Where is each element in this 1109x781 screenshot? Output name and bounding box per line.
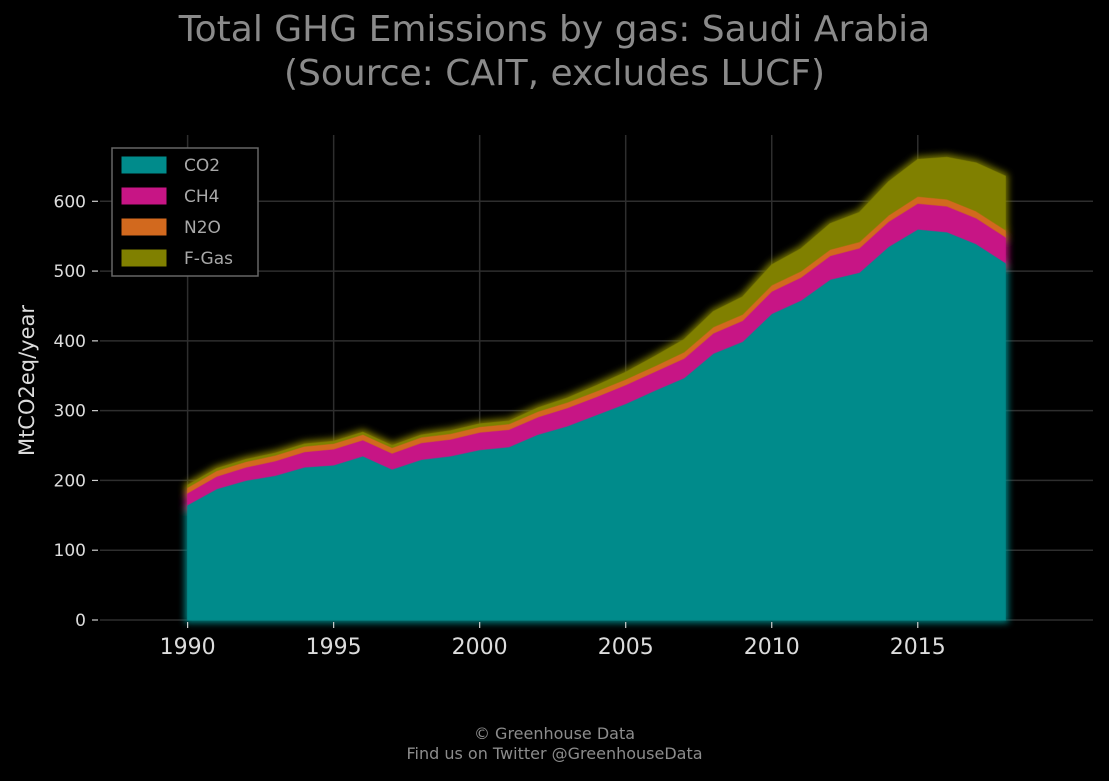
x-tick-label-2010: 2010	[744, 635, 800, 660]
area-layer	[187, 156, 1006, 621]
legend-label-n2o: N2O	[184, 218, 221, 238]
chart-title-line-2: (Source: CAIT, excludes LUCF)	[283, 53, 826, 94]
legend-swatch-co2	[121, 156, 167, 174]
footer-copyright: © Greenhouse Data	[473, 724, 636, 743]
y-tick-label-400: 400	[54, 332, 86, 352]
legend-label-f-gas: F-Gas	[184, 249, 233, 269]
footer-twitter: Find us on Twitter @GreenhouseData	[406, 744, 703, 763]
x-tick-label-1990: 1990	[160, 635, 216, 660]
legend: CO2 CH4 N2O F-Gas	[111, 147, 259, 277]
x-tick-label-1995: 1995	[306, 635, 362, 660]
y-tick-label-500: 500	[54, 262, 86, 282]
legend-swatch-n2o	[121, 218, 167, 236]
legend-label-co2: CO2	[184, 156, 220, 176]
x-tick-label-2005: 2005	[598, 635, 654, 660]
area-co2	[187, 228, 1006, 621]
y-tick-label-0: 0	[75, 611, 86, 631]
footer: © Greenhouse Data Find us on Twitter @Gr…	[0, 724, 1109, 764]
y-tick-label-300: 300	[54, 402, 86, 422]
axes: 0 100 200 300 400 500 600 1990 1995 2000 2005 2010 2…	[15, 192, 946, 660]
legend-swatch-f-gas	[121, 249, 167, 267]
y-axis-label: MtCO2eq/year	[15, 305, 39, 456]
y-tick-label-200: 200	[54, 471, 86, 491]
chart-title-line-1: Total GHG Emissions by gas: Saudi Arabia	[178, 9, 931, 50]
area-f-gas	[187, 156, 1006, 489]
y-tick-label-600: 600	[54, 192, 86, 212]
chart-title: Total GHG Emissions by gas: Saudi Arabia…	[0, 8, 1109, 96]
legend-label-ch4: CH4	[184, 187, 219, 207]
x-tick-label-2015: 2015	[890, 635, 946, 660]
legend-swatch-ch4	[121, 187, 167, 205]
x-tick-label-2000: 2000	[452, 635, 508, 660]
y-tick-label-100: 100	[54, 541, 86, 561]
